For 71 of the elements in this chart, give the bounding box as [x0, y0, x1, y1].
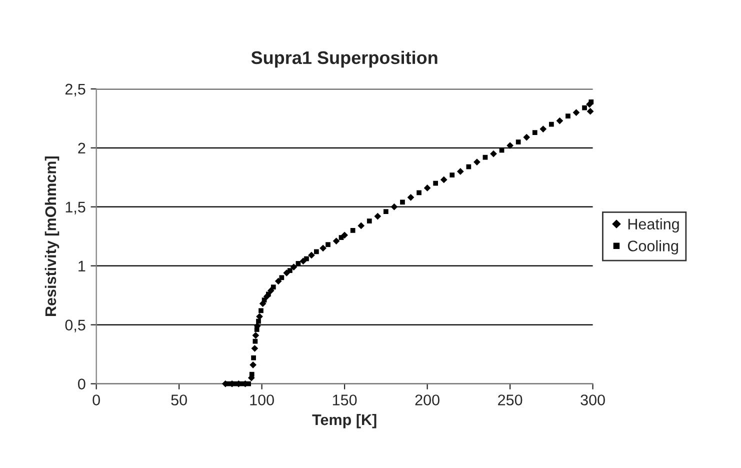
point	[338, 235, 344, 240]
legend-label: Heating	[628, 218, 679, 233]
point	[588, 99, 594, 104]
point	[384, 209, 388, 214]
point	[290, 264, 298, 270]
point	[374, 212, 382, 220]
legend-label: Cooling	[628, 240, 678, 254]
point	[532, 130, 538, 135]
point	[566, 114, 570, 118]
point	[490, 150, 497, 158]
point	[523, 134, 530, 141]
point	[416, 190, 422, 196]
point	[390, 203, 398, 210]
point	[548, 122, 554, 127]
point	[246, 381, 252, 386]
point	[296, 261, 301, 266]
y-tick-label: 1,5	[66, 202, 86, 214]
point	[279, 275, 284, 280]
point	[450, 172, 455, 178]
x-tick-label: 200	[415, 394, 440, 406]
x-tick-label: 250	[498, 394, 522, 406]
point	[250, 361, 256, 368]
point	[456, 168, 464, 175]
point	[320, 244, 326, 252]
point	[540, 126, 547, 132]
point	[586, 108, 594, 115]
y-axis-title: Resistivity [mOhmcm]	[44, 156, 60, 316]
chart-title: Supra1 Superposition	[251, 50, 438, 68]
point	[400, 200, 405, 205]
point	[256, 318, 261, 324]
point	[572, 109, 580, 116]
point	[254, 327, 260, 332]
x-tick-label: 0	[92, 394, 100, 406]
x-axis-title: Temp [K]	[312, 414, 376, 428]
point	[251, 355, 256, 360]
x-tick-label: 300	[580, 394, 605, 406]
y-tick-label: 2	[78, 142, 86, 154]
x-tick-label: 150	[332, 394, 357, 406]
point	[516, 140, 521, 144]
point	[308, 252, 315, 259]
point	[288, 268, 292, 273]
y-tick-label: 0	[78, 378, 86, 390]
point	[232, 381, 238, 386]
point	[440, 176, 448, 184]
point	[474, 158, 480, 166]
point	[332, 238, 340, 244]
point	[350, 228, 356, 233]
point	[270, 284, 276, 290]
point	[506, 142, 514, 149]
y-tick-label: 2,5	[65, 84, 86, 96]
point	[407, 194, 414, 201]
point	[358, 222, 365, 230]
x-tick-label: 50	[171, 394, 187, 406]
point	[249, 372, 254, 377]
point	[433, 180, 438, 186]
point	[482, 154, 488, 160]
point	[314, 249, 319, 254]
point	[240, 381, 244, 386]
point	[304, 256, 309, 262]
point	[326, 242, 330, 248]
x-tick-label: 100	[250, 394, 274, 406]
point	[424, 184, 431, 192]
y-tick-label: 0,5	[65, 320, 86, 332]
y-tick-label: 1	[78, 260, 86, 272]
point	[251, 344, 258, 352]
point	[582, 105, 587, 110]
point	[258, 308, 264, 314]
point	[366, 218, 372, 224]
point	[252, 332, 260, 339]
point	[266, 292, 271, 297]
point	[262, 298, 267, 302]
